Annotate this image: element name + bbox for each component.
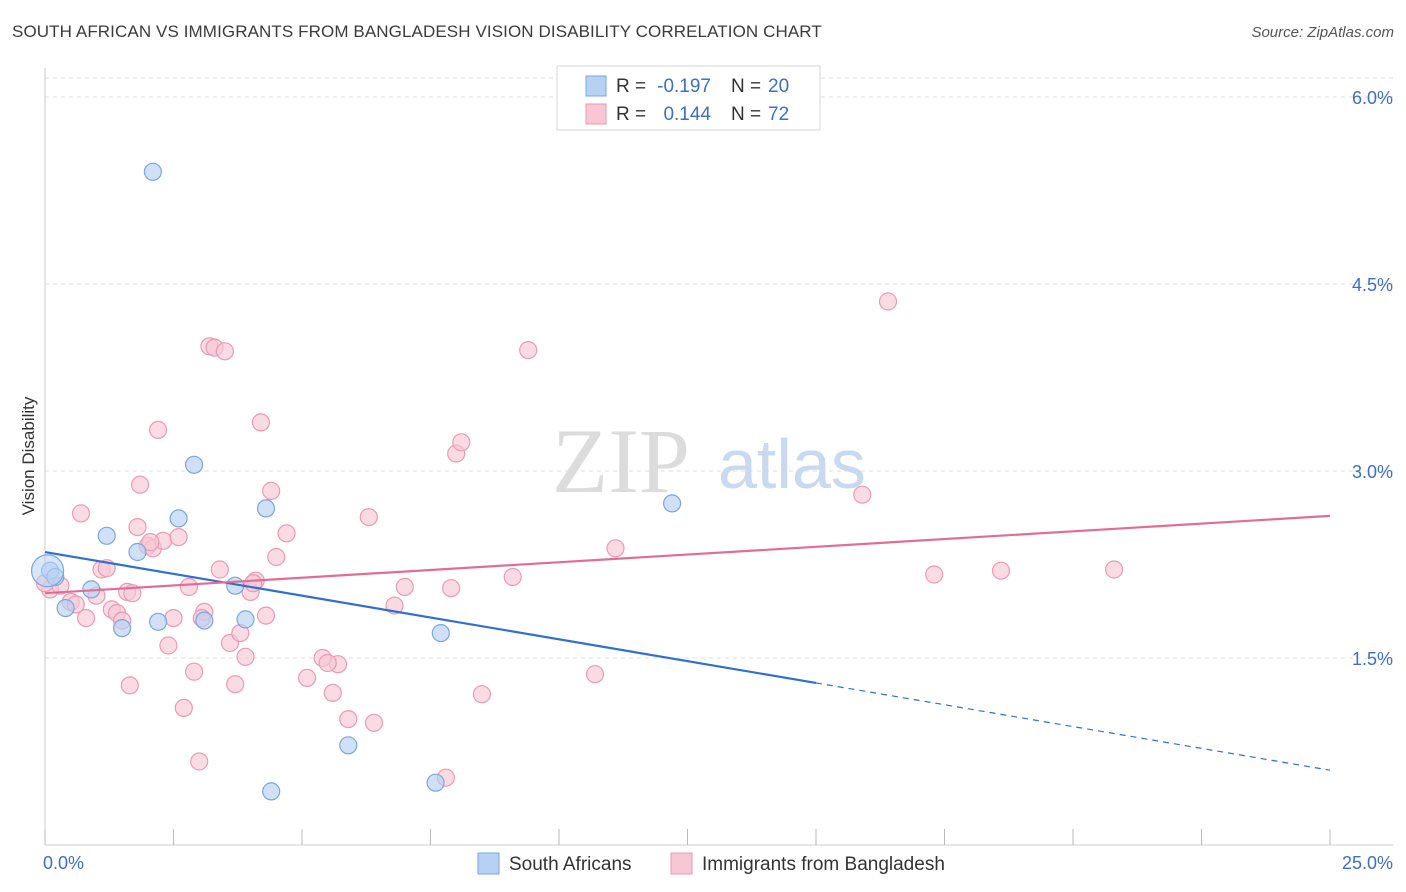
data-points	[30, 162, 1124, 801]
point-immigrants-bangladesh	[323, 683, 342, 703]
point-immigrants-bangladesh	[585, 665, 605, 684]
point-immigrants-bangladesh	[149, 420, 168, 439]
y-tick-label: 4.5%	[1352, 275, 1393, 295]
bottom-legend: South Africans Immigrants from Bangladesh	[477, 852, 945, 875]
bottom-legend-swatch	[670, 852, 693, 875]
point-south-africans	[128, 542, 147, 562]
axes	[44, 68, 1393, 846]
trend-line-immigrants-bangladesh	[44, 514, 1331, 595]
point-immigrants-bangladesh	[267, 547, 286, 567]
point-south-africans	[185, 455, 204, 474]
point-south-africans	[149, 612, 168, 631]
bottom-legend-label: Immigrants from Bangladesh	[702, 854, 945, 875]
point-south-africans	[262, 782, 281, 801]
source-label: Source: ZipAtlas.com	[1251, 24, 1394, 41]
point-immigrants-bangladesh	[606, 539, 625, 558]
point-immigrants-bangladesh	[395, 577, 414, 597]
point-immigrants-bangladesh	[991, 561, 1011, 580]
point-immigrants-bangladesh	[277, 524, 296, 543]
point-immigrants-bangladesh	[131, 475, 150, 494]
x-tick-labels: 0.0% 25.0%	[43, 853, 1393, 873]
point-immigrants-bangladesh	[256, 606, 276, 625]
point-immigrants-bangladesh	[298, 668, 317, 688]
point-south-africans	[56, 598, 75, 618]
point-immigrants-bangladesh	[251, 413, 270, 432]
y-axis-label: Vision Disability	[19, 396, 38, 515]
point-immigrants-bangladesh	[503, 567, 522, 587]
point-immigrants-bangladesh	[452, 433, 471, 452]
point-south-africans	[30, 554, 65, 588]
trend-line-south-africans-extrapolated	[815, 682, 1331, 771]
point-south-africans	[256, 499, 276, 518]
point-immigrants-bangladesh	[120, 676, 139, 695]
legend-r-label: R =	[616, 76, 646, 97]
point-immigrants-bangladesh	[1104, 560, 1124, 579]
point-immigrants-bangladesh	[442, 579, 461, 598]
point-immigrants-bangladesh	[159, 636, 178, 655]
point-immigrants-bangladesh	[169, 527, 188, 547]
bottom-legend-label: South Africans	[509, 854, 632, 875]
watermark-atlas: atlas	[718, 425, 866, 503]
point-immigrants-bangladesh	[190, 752, 209, 771]
point-south-africans	[112, 618, 132, 638]
x-tick-label: 25.0%	[1342, 853, 1393, 873]
point-south-africans	[236, 610, 255, 629]
legend-n-value: 72	[768, 104, 789, 125]
legend-r-value: -0.197	[657, 76, 711, 97]
y-tick-label: 6.0%	[1352, 88, 1393, 108]
point-immigrants-bangladesh	[878, 292, 898, 311]
point-immigrants-bangladesh	[262, 481, 281, 500]
point-immigrants-bangladesh	[185, 662, 204, 681]
point-south-africans	[431, 623, 450, 643]
x-tick-label: 0.0%	[43, 853, 84, 873]
point-immigrants-bangladesh	[236, 647, 255, 666]
bottom-legend-swatch	[477, 852, 500, 875]
point-immigrants-bangladesh	[364, 713, 384, 732]
point-immigrants-bangladesh	[339, 709, 358, 729]
point-immigrants-bangladesh	[925, 565, 944, 584]
point-south-africans	[169, 509, 188, 528]
point-south-africans	[339, 736, 358, 755]
watermark: ZIP atlas	[552, 410, 866, 512]
point-south-africans	[97, 526, 116, 545]
point-south-africans	[143, 162, 162, 181]
point-immigrants-bangladesh	[853, 485, 872, 504]
trend-lines	[44, 514, 1331, 771]
point-south-africans	[426, 773, 445, 792]
trend-line-south-africans	[44, 550, 817, 685]
point-immigrants-bangladesh	[71, 504, 91, 523]
point-immigrants-bangladesh	[318, 653, 337, 673]
point-immigrants-bangladesh	[359, 507, 378, 527]
point-immigrants-bangladesh	[179, 577, 198, 597]
legend-r-value: 0.144	[663, 104, 711, 125]
y-tick-label: 1.5%	[1352, 649, 1393, 669]
legend-n-value: 20	[768, 76, 789, 97]
point-immigrants-bangladesh	[472, 685, 491, 704]
point-south-africans	[195, 611, 214, 630]
point-immigrants-bangladesh	[519, 341, 538, 360]
point-immigrants-bangladesh	[164, 608, 183, 628]
point-immigrants-bangladesh	[128, 517, 147, 537]
legend-n-label: N =	[731, 76, 761, 97]
chart-title: SOUTH AFRICAN VS IMMIGRANTS FROM BANGLAD…	[12, 22, 822, 41]
legend-swatch	[585, 103, 607, 125]
point-immigrants-bangladesh	[141, 532, 160, 552]
point-south-africans	[662, 494, 682, 513]
point-immigrants-bangladesh	[210, 560, 229, 579]
watermark-zip: ZIP	[552, 410, 690, 512]
legend-n-label: N =	[731, 104, 761, 125]
legend-swatch	[585, 75, 607, 97]
grid-lines	[45, 77, 1393, 659]
point-immigrants-bangladesh	[226, 675, 245, 694]
point-immigrants-bangladesh	[174, 698, 193, 718]
point-immigrants-bangladesh	[76, 608, 96, 628]
legend: R = -0.197 N = 20 R = 0.144 N = 72	[556, 65, 821, 131]
point-immigrants-bangladesh	[215, 342, 234, 361]
legend-r-label: R =	[616, 104, 646, 125]
y-tick-labels: 1.5% 3.0% 4.5% 6.0%	[1352, 88, 1393, 669]
y-tick-label: 3.0%	[1352, 462, 1393, 482]
